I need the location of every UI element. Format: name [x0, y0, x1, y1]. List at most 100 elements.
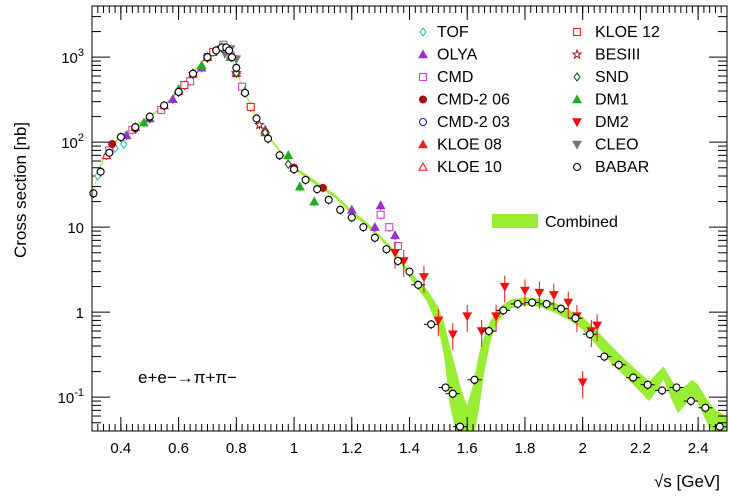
series-olya [121, 40, 401, 241]
data-point [572, 27, 582, 37]
x-axis-label: √s [GeV] [654, 472, 720, 491]
data-point [577, 378, 588, 388]
legend-entry: TOF [419, 24, 469, 41]
data-point [289, 165, 299, 174]
data-point [382, 245, 391, 254]
data-point [491, 312, 502, 322]
legend-entry: BESIII [571, 47, 640, 64]
data-point [600, 352, 609, 361]
x-tick-label: 1.4 [399, 440, 420, 457]
legend-label: TOF [437, 24, 469, 41]
data-point [309, 196, 320, 206]
data-point [614, 360, 623, 369]
data-point [180, 80, 189, 90]
data-point [643, 380, 652, 389]
data-point [520, 286, 530, 296]
data-point [203, 53, 212, 62]
data-point [174, 87, 183, 96]
series-kloe-08 [173, 52, 271, 138]
data-point [89, 189, 98, 198]
reaction-annotation: e+e−→π+π− [138, 368, 237, 387]
data-point [572, 162, 582, 172]
legend-entry: CMD [418, 69, 473, 86]
y-axis-label: Cross section [nb] [11, 122, 30, 258]
x-tick-labels: 0.4 0.6 0.8 1 1.2 1.4 1.6 1.8 2 2.2 2.4 [110, 440, 708, 457]
data-point [385, 223, 394, 232]
data-point [542, 299, 551, 308]
legend-label: KLOE 08 [437, 137, 502, 154]
x-tick-label: 0.4 [110, 440, 131, 457]
data-point [336, 205, 345, 214]
data-point [139, 117, 149, 127]
data-point [513, 299, 522, 308]
data-point [572, 140, 582, 150]
data-point [145, 112, 154, 121]
y-tick-label: 102 [61, 132, 84, 152]
legend-label: KLOE 10 [437, 159, 502, 176]
data-point [484, 326, 493, 336]
legend-label: OLYA [437, 47, 478, 64]
data-point [370, 233, 379, 242]
x-tick-label: 1.2 [341, 440, 362, 457]
data-point [418, 72, 428, 82]
data-point [433, 316, 444, 326]
data-point [418, 117, 428, 127]
data-point [418, 49, 428, 59]
y-tick-label: 103 [61, 47, 84, 67]
data-point [548, 291, 559, 300]
data-point [393, 256, 403, 266]
data-point [414, 280, 423, 289]
data-point [346, 204, 357, 214]
x-tick-label: 2.4 [688, 440, 709, 457]
legend-entry: CMD-2 06 [418, 92, 510, 109]
series-babar [89, 43, 727, 431]
series-cmd [105, 40, 403, 251]
legend-label: SND [595, 69, 629, 86]
legend-label: BESIII [595, 47, 640, 64]
x-tick-label: 2 [579, 440, 587, 457]
data-point [390, 230, 401, 240]
data-point [418, 273, 429, 283]
data-point [96, 167, 105, 176]
data-point [499, 282, 510, 292]
legend-entry-combined: Combined [492, 214, 618, 231]
x-tick-label: 0.6 [168, 440, 189, 457]
legend-entry: DM2 [572, 114, 629, 131]
legend-label: BABAR [595, 159, 649, 176]
data-point [528, 298, 537, 307]
data-point [375, 200, 386, 210]
x-tick-label: 0.8 [226, 440, 247, 457]
series-dm1 [139, 52, 320, 207]
data-point [390, 249, 401, 258]
legend-swatch [492, 214, 538, 228]
data-point [672, 383, 681, 392]
data-point [313, 185, 322, 194]
data-point [573, 72, 581, 82]
data-point [294, 181, 305, 191]
data-point [108, 140, 117, 149]
data-point [264, 134, 273, 143]
y-tick-labels: 10-1 1 10 102 103 [58, 47, 84, 407]
data-point [534, 288, 545, 298]
data-point [418, 139, 428, 149]
x-tick-label: 1.6 [457, 440, 478, 457]
data-point [571, 314, 580, 323]
plot-frame [91, 5, 728, 432]
data-point [556, 304, 566, 313]
data-point [572, 118, 582, 128]
legend-label: CMD-2 06 [437, 92, 510, 109]
legend-label: DM2 [595, 114, 629, 131]
legend-entry: OLYA [418, 47, 478, 64]
legend-label: Combined [545, 214, 618, 231]
data-point [253, 118, 266, 130]
legend-label: CMD [437, 69, 473, 86]
data-point [301, 175, 310, 184]
legend-label: KLOE 12 [595, 24, 660, 41]
data-point [167, 94, 178, 103]
data-point [448, 389, 457, 398]
data-point [359, 223, 368, 232]
data-point [592, 321, 603, 331]
data-point [131, 123, 140, 132]
data-point [240, 88, 250, 97]
